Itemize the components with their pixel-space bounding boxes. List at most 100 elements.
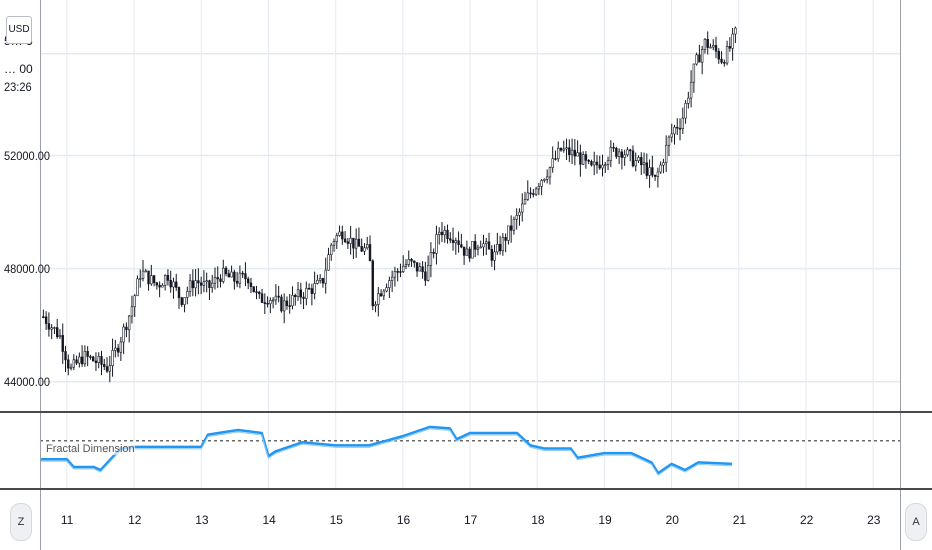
candle-body bbox=[50, 327, 53, 330]
candle-body bbox=[144, 270, 147, 273]
candle-body bbox=[307, 287, 311, 290]
candle-body bbox=[357, 238, 361, 247]
candle-body bbox=[274, 295, 278, 301]
candle-body bbox=[91, 356, 95, 362]
candle-body bbox=[260, 293, 264, 303]
candle-body bbox=[324, 269, 327, 284]
x-tick-label: 16 bbox=[396, 513, 411, 527]
candle-body bbox=[133, 295, 136, 308]
candle-body bbox=[280, 296, 283, 312]
candle-body bbox=[208, 280, 211, 289]
candle-body bbox=[247, 278, 250, 284]
candle-body bbox=[562, 148, 565, 151]
candle-body bbox=[263, 302, 267, 304]
candle-body bbox=[393, 271, 397, 278]
candle-body bbox=[58, 335, 62, 338]
candle-body bbox=[570, 149, 574, 156]
candle-body bbox=[177, 287, 181, 299]
candle-body bbox=[219, 278, 222, 282]
candle-body bbox=[180, 297, 183, 305]
candle-body bbox=[233, 271, 236, 282]
candle-body bbox=[354, 238, 358, 249]
candle-body bbox=[454, 240, 458, 244]
candle-body bbox=[61, 335, 64, 352]
candle-body bbox=[634, 160, 637, 167]
candle-body bbox=[191, 280, 195, 289]
candle-body bbox=[426, 265, 430, 281]
candle-body bbox=[698, 54, 701, 63]
zoom-button[interactable]: Z bbox=[10, 503, 32, 541]
candle-body bbox=[125, 326, 128, 331]
candle-body bbox=[316, 279, 319, 284]
candle-body bbox=[47, 323, 51, 330]
candle-body bbox=[194, 280, 197, 289]
candle-body bbox=[213, 277, 217, 284]
candle-body bbox=[512, 218, 516, 231]
candle-body bbox=[83, 351, 87, 365]
candle-body bbox=[473, 241, 477, 250]
candle-body bbox=[360, 246, 363, 252]
price-label-top-2: … 00 bbox=[4, 62, 33, 76]
candle-body bbox=[338, 231, 341, 236]
candle-body bbox=[446, 229, 449, 240]
candle-body bbox=[313, 283, 316, 294]
candle-body bbox=[670, 133, 673, 138]
candle-body bbox=[103, 364, 106, 367]
candle-body bbox=[285, 300, 289, 306]
candle-body bbox=[676, 126, 679, 129]
candle-body bbox=[523, 199, 527, 205]
candle-body bbox=[479, 246, 482, 249]
auto-scale-button[interactable]: A bbox=[905, 503, 927, 541]
candle-body bbox=[559, 147, 563, 151]
candle-body bbox=[402, 265, 405, 272]
candle-body bbox=[526, 192, 529, 200]
candle-body bbox=[457, 240, 460, 245]
candle-body bbox=[202, 281, 206, 286]
pane-separator-top[interactable] bbox=[0, 411, 932, 413]
candle-body bbox=[318, 278, 322, 281]
candle-body bbox=[363, 247, 366, 252]
candle-body bbox=[482, 243, 485, 248]
candle-body bbox=[515, 215, 518, 220]
candle-body bbox=[537, 186, 541, 190]
right-axis-border bbox=[900, 0, 901, 550]
candle-body bbox=[252, 286, 255, 293]
candle-body bbox=[504, 237, 507, 241]
fractal-dimension-path bbox=[40, 425, 733, 475]
y-tick-label: 44000.00 bbox=[4, 374, 51, 389]
candle-body bbox=[305, 287, 308, 299]
candle-body bbox=[493, 251, 496, 261]
candle-body bbox=[341, 231, 344, 240]
candle-body bbox=[255, 291, 258, 294]
candle-body bbox=[706, 38, 709, 48]
candle-body bbox=[617, 151, 621, 157]
candle-body bbox=[122, 326, 125, 343]
candle-body bbox=[620, 151, 624, 158]
candle-body bbox=[89, 356, 92, 358]
fractal-dimension-line bbox=[40, 425, 733, 476]
candle-body bbox=[136, 278, 139, 297]
candle-body bbox=[152, 275, 156, 284]
candle-body bbox=[440, 231, 444, 236]
currency-badge[interactable]: USD bbox=[6, 16, 32, 44]
candle-body bbox=[399, 271, 402, 273]
candle-body bbox=[598, 164, 601, 169]
candle-body bbox=[626, 149, 629, 156]
candle-body bbox=[637, 157, 640, 161]
candle-body bbox=[590, 161, 593, 166]
candle-body bbox=[44, 316, 48, 324]
candle-body bbox=[725, 46, 729, 64]
candle-body bbox=[105, 366, 109, 372]
candle-body bbox=[266, 302, 269, 305]
pane-separator-bottom[interactable] bbox=[0, 488, 932, 490]
candle-body bbox=[69, 366, 73, 369]
candle-body bbox=[629, 149, 632, 152]
candle-body bbox=[55, 327, 59, 338]
candle-body bbox=[476, 247, 480, 250]
candle-body bbox=[418, 266, 422, 272]
candle-body bbox=[75, 359, 78, 364]
candle-body bbox=[415, 262, 419, 272]
candle-body bbox=[390, 276, 394, 281]
indicator-title[interactable]: Fractal Dimension bbox=[46, 443, 135, 455]
